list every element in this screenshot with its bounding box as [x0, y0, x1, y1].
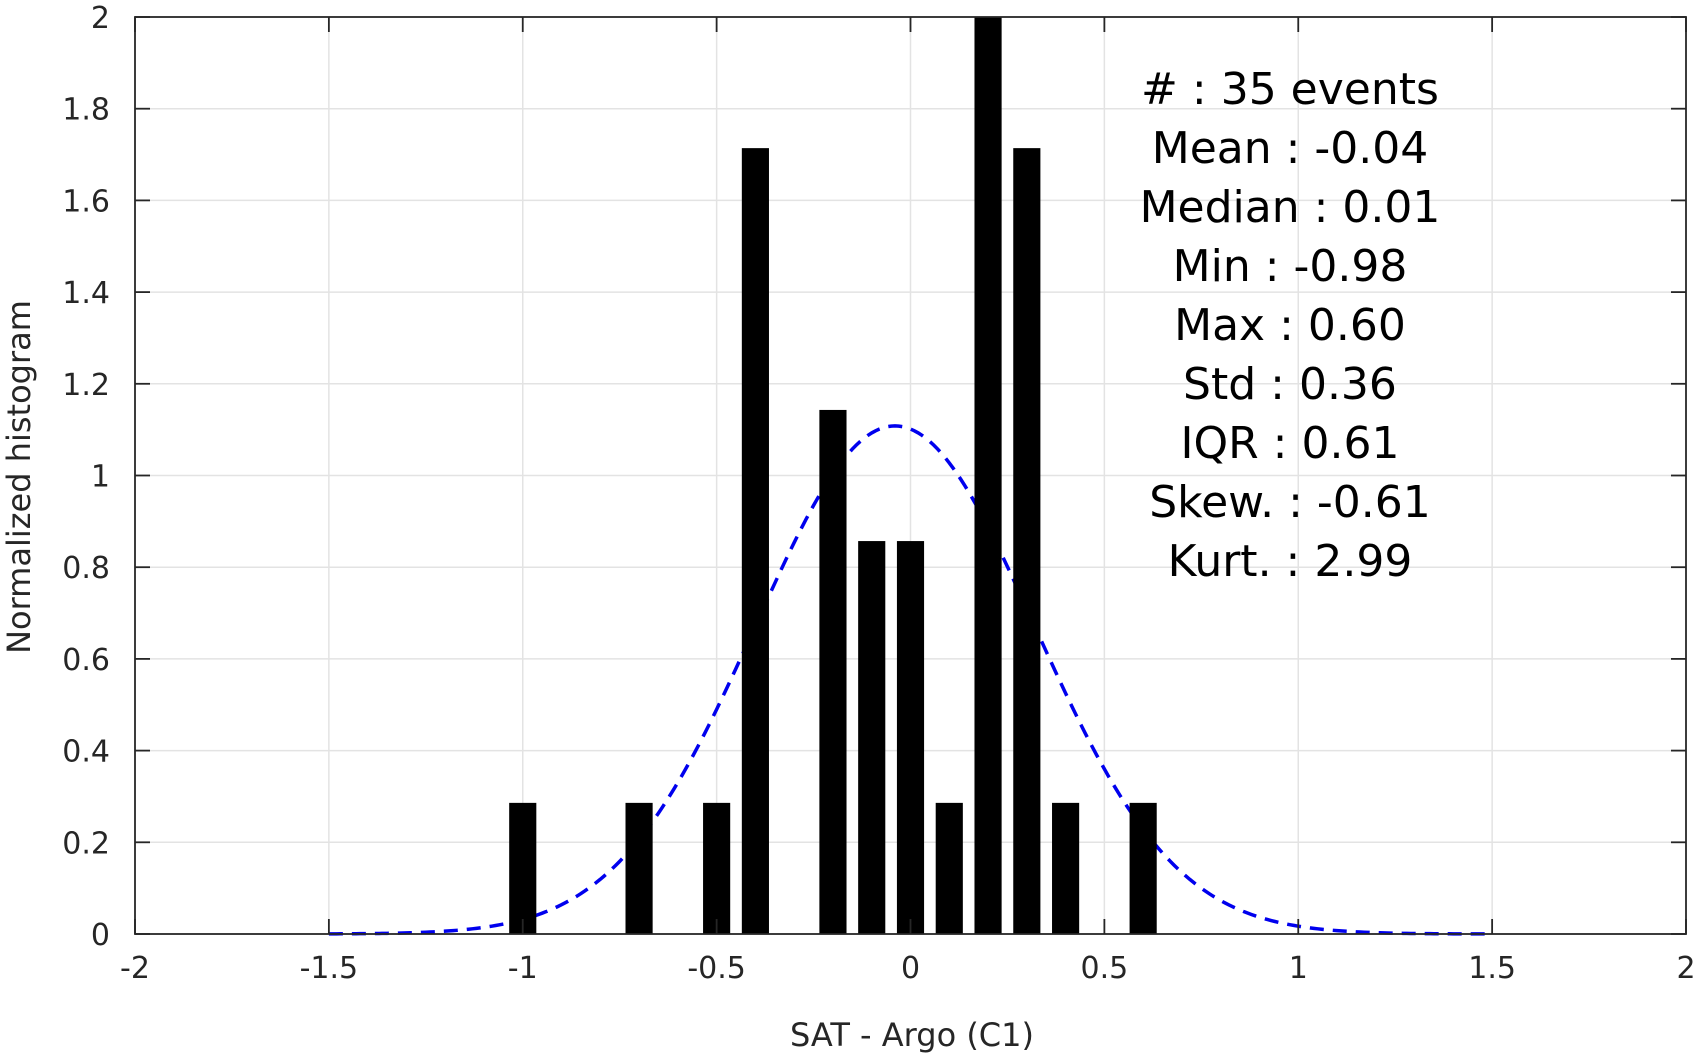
y-tick-label: 1.4 — [62, 276, 110, 311]
x-axis-title: SAT - Argo (C1) — [790, 1016, 1034, 1054]
y-tick-label: 0.8 — [62, 551, 110, 586]
stats-line: Kurt. : 2.99 — [1168, 536, 1413, 587]
grid-lines — [135, 17, 1686, 934]
x-tick-label: -0.5 — [687, 951, 746, 986]
histogram-bar — [935, 802, 963, 934]
x-tick-labels: -2 -1.5 -1 -0.5 0 0.5 1 1.5 2 — [120, 951, 1696, 986]
histogram-bar — [741, 148, 769, 935]
y-tick-label: 1 — [91, 460, 110, 495]
y-tick-label: 2 — [91, 1, 110, 36]
y-axis-title: Normalized histogram — [0, 300, 38, 654]
stats-line: Max : 0.60 — [1174, 300, 1406, 351]
histogram-bar — [896, 541, 925, 934]
y-tick-label: 1.6 — [62, 184, 110, 219]
x-tick-label: 0 — [901, 951, 920, 986]
stats-line: Std : 0.36 — [1183, 359, 1397, 410]
histogram-bar — [1052, 802, 1080, 934]
x-tick-label: 0.5 — [1081, 951, 1129, 986]
y-tick-label: 0.2 — [62, 826, 110, 861]
histogram-bar — [1129, 802, 1157, 934]
y-tick-label: 1.8 — [62, 93, 110, 128]
y-tick-label: 0.4 — [62, 735, 110, 770]
x-tick-label: -1 — [508, 951, 538, 986]
histogram-bar — [974, 17, 1002, 934]
x-tick-label: 2 — [1676, 951, 1695, 986]
x-tick-label: -1.5 — [300, 951, 359, 986]
x-tick-label: 1 — [1289, 951, 1308, 986]
histogram-bar — [625, 802, 653, 934]
y-tick-label: 0 — [91, 918, 110, 953]
y-tick-label: 1.2 — [62, 368, 110, 403]
bars-layer — [509, 17, 1157, 935]
histogram-bar — [509, 802, 537, 934]
histogram-bar — [703, 802, 731, 934]
y-tick-labels: 0 0.2 0.4 0.6 0.8 1 1.2 1.4 1.6 1.8 2 — [62, 1, 110, 953]
stats-line: Mean : -0.04 — [1152, 123, 1429, 174]
stats-line: Min : -0.98 — [1173, 241, 1408, 292]
stats-line: # : 35 events — [1141, 64, 1439, 115]
x-tick-label: 1.5 — [1468, 951, 1516, 986]
statistics-annotation: # : 35 events Mean : -0.04 Median : 0.01 Mi… — [1140, 64, 1441, 587]
stats-line: Skew. : -0.61 — [1149, 477, 1431, 528]
stats-line: IQR : 0.61 — [1181, 418, 1400, 469]
histogram-bar — [858, 541, 886, 934]
stats-line: Median : 0.01 — [1140, 182, 1441, 233]
axes-frame — [134, 16, 1687, 935]
y-tick-label: 0.6 — [62, 643, 110, 678]
histogram-bar — [1013, 148, 1041, 935]
x-tick-label: -2 — [120, 951, 150, 986]
histogram-bar — [819, 409, 847, 934]
